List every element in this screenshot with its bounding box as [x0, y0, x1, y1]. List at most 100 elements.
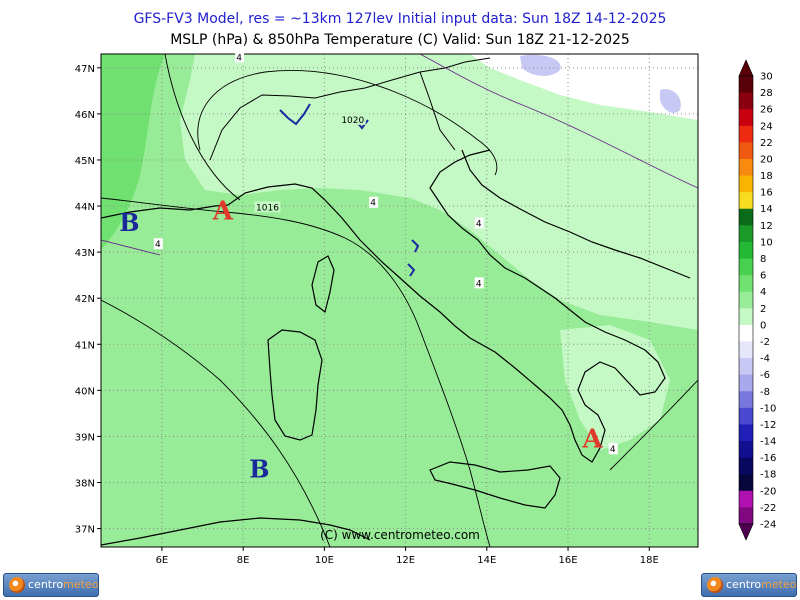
lon-tick-label: 12E: [396, 555, 415, 566]
high-pressure-marker: A: [581, 425, 603, 455]
isotherm-label: 4: [476, 219, 482, 229]
colorbar-swatch: [739, 125, 753, 143]
isotherm-label-bg: [474, 277, 484, 289]
colorbar-swatch: [739, 341, 753, 359]
isotherm-2: [101, 239, 161, 256]
colorbar-swatch: [739, 374, 753, 392]
colorbar-swatch: [739, 507, 753, 525]
lake-trasimeno: [411, 239, 420, 253]
colorbar-swatch: [739, 424, 753, 442]
colorbar-swatch: [739, 407, 753, 425]
isobar-1016: [101, 197, 491, 547]
isotherms: [101, 54, 698, 256]
italy-west-coast: [227, 149, 666, 463]
colorbar-swatch: [739, 175, 753, 193]
colorbar-label: 26: [760, 105, 773, 116]
isobar-label: 1016: [256, 203, 279, 213]
colorbar-swatch: [739, 142, 753, 160]
lon-tick-label: 14E: [477, 555, 496, 566]
colorbar-swatch: [739, 441, 753, 459]
isobar-label-bg: [339, 113, 366, 125]
isobar-1012: [101, 299, 331, 547]
colorbar-swatch: [739, 225, 753, 243]
colorbar-label: 2: [760, 304, 766, 315]
colorbar-swatch: [739, 192, 753, 210]
lat-tick-label: 37N: [75, 525, 95, 536]
isobar-1012b: [609, 379, 698, 471]
colorbar-label: 24: [760, 121, 773, 132]
copyright-credit: (C) www.centrometeo.com: [320, 528, 480, 542]
colorbar-swatch: [739, 324, 753, 342]
colorbar-swatch: [739, 457, 753, 475]
lat-tick-label: 45N: [75, 156, 95, 167]
colorbar-label: -24: [760, 520, 776, 531]
lon-tick-label: 6E: [156, 555, 169, 566]
colorbar-label: 8: [760, 254, 766, 265]
colorbar-label: -6: [760, 370, 770, 381]
isotherm-0: [419, 54, 698, 189]
colorbar-top-arrow: [738, 59, 754, 77]
lake-bolsena: [407, 263, 416, 277]
isobar-label: 1020: [341, 116, 364, 126]
lat-tick-label: 47N: [75, 64, 95, 75]
contour-labels: 1020 1016 4 4 4 4 4 4: [153, 51, 618, 455]
colorbar-swatch: [739, 474, 753, 492]
corsica-coast: [311, 255, 335, 314]
adriatic-east-coast: [461, 149, 691, 279]
colorbar-label: -14: [760, 437, 776, 448]
logo-text: centrometeo: [726, 578, 797, 591]
colorbar-label: 18: [760, 171, 773, 182]
colorbar-label: -8: [760, 387, 770, 398]
colorbar-label: 6: [760, 271, 766, 282]
french-coast: [101, 204, 229, 219]
isobar-1020: [197, 69, 498, 176]
colorbar-label: -18: [760, 470, 776, 481]
colorbar-swatch: [739, 208, 753, 226]
colorbar-label: 10: [760, 237, 773, 248]
colorbar-bottom-arrow: [738, 523, 754, 541]
isobar-label-bg: [254, 201, 281, 213]
colorbar-label: -22: [760, 503, 776, 514]
sardinia-coast: [267, 329, 323, 441]
colorbar-label: 14: [760, 204, 773, 215]
colorbar-frame: [738, 75, 754, 525]
colorbar-swatch: [739, 275, 753, 293]
colorbar-label: -10: [760, 403, 776, 414]
colorbar-label: 30: [760, 72, 773, 83]
lat-tick-label: 39N: [75, 432, 95, 443]
axes: 6E 8E 10E 12E 14E 16E 18E 47N 46N 45N 44N 43N 42N 41N…: [75, 64, 659, 566]
isotherm-label-bg: [235, 51, 245, 63]
isotherm-label-bg: [608, 443, 618, 455]
colorbar-swatch: [739, 109, 753, 127]
isotherm-label: 4: [610, 445, 616, 455]
logo-text: centrometeo: [28, 578, 99, 591]
colorbar-label: -12: [760, 420, 776, 431]
colorbar-label: 20: [760, 154, 773, 165]
temperature-field: [101, 54, 698, 547]
temp-band-6-west: [101, 54, 165, 250]
temp-band-minus2-blob: [660, 89, 681, 113]
isotherm-label: 4: [155, 240, 161, 250]
pressure-centers: A A B B: [119, 197, 603, 484]
colorbar-label: -2: [760, 337, 770, 348]
colorbar-swatch: [739, 490, 753, 508]
colorbar-label: 0: [760, 320, 766, 331]
isotherm-label: 4: [476, 279, 482, 289]
colorbar-swatch: [739, 241, 753, 260]
colorbar-label: -4: [760, 354, 770, 365]
isotherm-label-bg: [474, 217, 484, 229]
logo-disc-icon: [707, 577, 723, 593]
lat-tick-label: 42N: [75, 294, 95, 305]
centrometeo-logo-right[interactable]: centrometeo: [701, 573, 797, 597]
colorbar-swatch: [739, 76, 753, 94]
lat-tick-label: 43N: [75, 248, 95, 259]
centrometeo-logo-left[interactable]: centrometeo: [3, 573, 99, 597]
lake-maggiore: [279, 103, 311, 126]
field-valid-title: MSLP (hPa) & 850hPa Temperature (C) Vali…: [170, 32, 630, 48]
lon-tick-label: 18E: [640, 555, 659, 566]
temperature-colorbar: 302826242220181614121086420-2-4-6-8-10-1…: [738, 59, 776, 541]
logo-disc-icon: [9, 577, 25, 593]
colorbar-label: 16: [760, 188, 773, 199]
colorbar-label: 22: [760, 138, 773, 149]
colorbar-swatch: [739, 291, 753, 309]
